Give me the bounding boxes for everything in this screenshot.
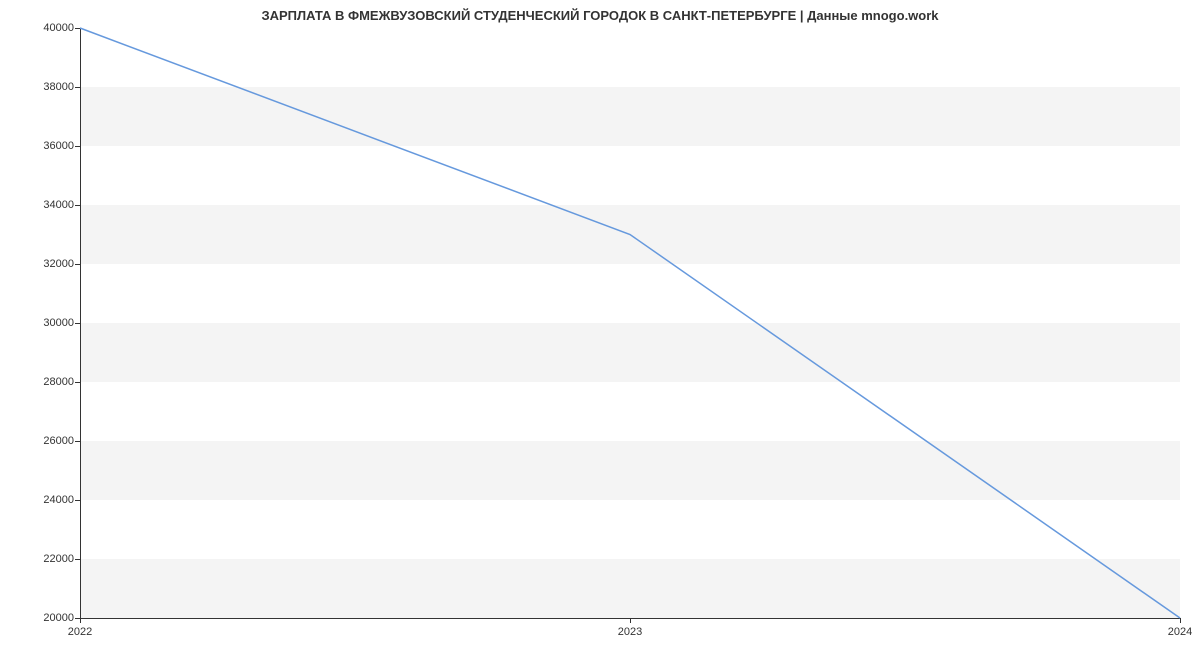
x-tick-label: 2022	[68, 626, 92, 638]
x-tick-mark	[1180, 618, 1181, 623]
y-tick-mark	[75, 146, 80, 147]
x-tick-label: 2023	[618, 626, 642, 638]
y-tick-mark	[75, 205, 80, 206]
y-tick-label: 28000	[43, 376, 74, 388]
y-tick-mark	[75, 28, 80, 29]
y-tick-mark	[75, 500, 80, 501]
line-layer	[80, 28, 1180, 618]
plot-area: 2000022000240002600028000300003200034000…	[80, 28, 1180, 618]
y-tick-mark	[75, 382, 80, 383]
y-tick-label: 30000	[43, 317, 74, 329]
y-tick-label: 34000	[43, 199, 74, 211]
y-tick-mark	[75, 87, 80, 88]
y-tick-mark	[75, 441, 80, 442]
y-tick-mark	[75, 323, 80, 324]
x-tick-mark	[80, 618, 81, 623]
y-tick-label: 36000	[43, 140, 74, 152]
series-line	[80, 28, 1180, 618]
x-tick-mark	[630, 618, 631, 623]
y-tick-label: 24000	[43, 494, 74, 506]
y-tick-mark	[75, 264, 80, 265]
y-tick-label: 40000	[43, 22, 74, 34]
x-tick-label: 2024	[1168, 626, 1192, 638]
y-tick-mark	[75, 559, 80, 560]
chart-title: ЗАРПЛАТА В ФМЕЖВУЗОВСКИЙ СТУДЕНЧЕСКИЙ ГО…	[0, 8, 1200, 23]
y-tick-label: 22000	[43, 553, 74, 565]
y-tick-label: 32000	[43, 258, 74, 270]
y-tick-label: 20000	[43, 612, 74, 624]
y-tick-label: 26000	[43, 435, 74, 447]
y-tick-label: 38000	[43, 81, 74, 93]
